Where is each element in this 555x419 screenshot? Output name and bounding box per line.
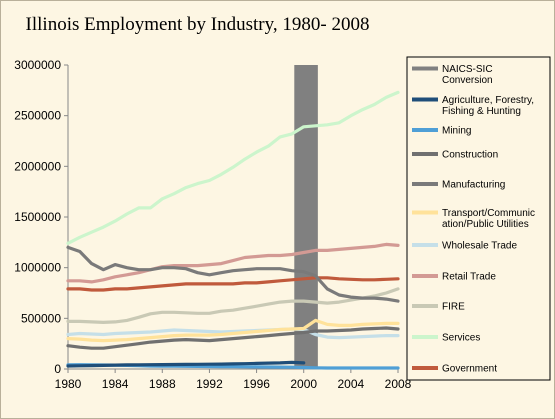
y-tick-label: 1000000 <box>14 261 61 275</box>
x-tick-label: 1984 <box>102 377 129 391</box>
x-tick-label: 1980 <box>55 377 82 391</box>
x-tick-label: 1996 <box>243 377 270 391</box>
legend-label-mining: Mining <box>442 126 471 137</box>
series-line-retail-trade <box>66 242 400 284</box>
series-line-agriculture-forestry-fishing-hunting <box>66 360 306 368</box>
legend-label-agriculture-forestry-fishing-hunting: Agriculture, Forestry, Fishing & Hunting <box>442 95 534 117</box>
legend-label-transport-communication-public-utilities: Transport/Communic ation/Public Utilities <box>442 208 535 230</box>
legend-label-retail-trade: Retail Trade <box>442 272 496 283</box>
y-tick-label: 1500000 <box>14 210 61 224</box>
legend-label-services: Services <box>442 333 480 344</box>
legend-label-fire: FIRE <box>442 302 465 313</box>
chart-title: Illinois Employment by Industry, 1980- 2… <box>25 14 370 35</box>
legend-label-manufacturing: Manufacturing <box>442 180 505 191</box>
x-tick-label: 1988 <box>149 377 176 391</box>
x-tick-label: 2008 <box>385 377 412 391</box>
y-tick-label: 500000 <box>21 311 61 325</box>
legend-label-government: Government <box>442 364 497 375</box>
y-tick-label: 0 <box>54 362 61 376</box>
y-tick-label: 2000000 <box>14 159 61 173</box>
naics-sic-conversion-band <box>294 65 318 369</box>
x-tick-label: 2000 <box>290 377 317 391</box>
series-line-fire <box>66 287 400 324</box>
x-tick-label: 1992 <box>196 377 223 391</box>
series-line-construction <box>66 326 400 350</box>
x-tick-label: 2004 <box>338 377 365 391</box>
legend-label-construction: Construction <box>442 150 498 161</box>
series-line-services <box>66 90 400 245</box>
y-tick-label: 3000000 <box>14 58 61 72</box>
series-line-wholesale-trade <box>66 327 400 340</box>
series-line-manufacturing <box>66 245 400 303</box>
legend-box <box>406 56 551 381</box>
y-tick-label: 2500000 <box>14 109 61 123</box>
legend-label-naics-sic-conversion: NAICS-SIC Conversion <box>442 64 493 86</box>
series-line-government <box>66 276 400 292</box>
series-line-transport-communication-public-utilities <box>66 318 400 343</box>
legend-label-wholesale-trade: Wholesale Trade <box>442 241 517 252</box>
